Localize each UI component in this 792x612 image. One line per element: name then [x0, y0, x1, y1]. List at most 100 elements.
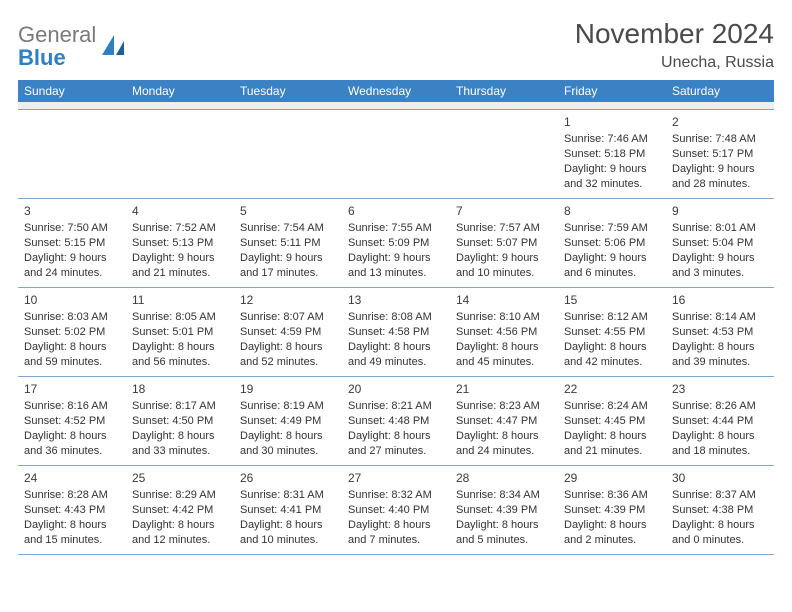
day-cell: 29Sunrise: 8:36 AMSunset: 4:39 PMDayligh… [558, 466, 666, 554]
day-cell: 14Sunrise: 8:10 AMSunset: 4:56 PMDayligh… [450, 288, 558, 376]
sunrise-line: Sunrise: 8:28 AM [24, 488, 120, 503]
sunrise-line: Sunrise: 7:52 AM [132, 221, 228, 236]
sunrise-line: Sunrise: 8:36 AM [564, 488, 660, 503]
sunrise-line: Sunrise: 8:34 AM [456, 488, 552, 503]
sunrise-line: Sunrise: 8:03 AM [24, 310, 120, 325]
location: Unecha, Russia [575, 54, 774, 72]
day-cell: 10Sunrise: 8:03 AMSunset: 5:02 PMDayligh… [18, 288, 126, 376]
sunset-line: Sunset: 4:55 PM [564, 325, 660, 340]
daylight-line: Daylight: 8 hours and 56 minutes. [132, 340, 228, 370]
day-cell: 3Sunrise: 7:50 AMSunset: 5:15 PMDaylight… [18, 199, 126, 287]
sunset-line: Sunset: 5:02 PM [24, 325, 120, 340]
day-cell: 23Sunrise: 8:26 AMSunset: 4:44 PMDayligh… [666, 377, 774, 465]
sunrise-line: Sunrise: 8:01 AM [672, 221, 768, 236]
day-cell: 17 Sunrise: 8:16 AMSunset: 4:52 PMDayligh… [18, 377, 126, 465]
sunrise-line: Sunrise: 7:54 AM [240, 221, 336, 236]
daylight-line: Daylight: 8 hours and 0 minutes. [672, 518, 768, 548]
day-cell: 6Sunrise: 7:55 AMSunset: 5:09 PMDaylight… [342, 199, 450, 287]
day-cell: 19Sunrise: 8:19 AMSunset: 4:49 PMDayligh… [234, 377, 342, 465]
sunset-line: Sunset: 4:42 PM [132, 503, 228, 518]
calendar-page: General Blue November 2024 Unecha, Russi… [0, 0, 792, 565]
sunset-line: Sunset: 4:56 PM [456, 325, 552, 340]
sunrise-line: Sunrise: 8:05 AM [132, 310, 228, 325]
sunrise-line: Sunrise: 8:12 AM [564, 310, 660, 325]
sunrise-line: Sunrise: 8:32 AM [348, 488, 444, 503]
daylight-line: Daylight: 8 hours and 30 minutes. [240, 429, 336, 459]
header-spacer [18, 102, 774, 110]
day-cell: 8Sunrise: 7:59 AMSunset: 5:06 PMDaylight… [558, 199, 666, 287]
daylight-line: Daylight: 8 hours and 21 minutes. [564, 429, 660, 459]
day-number: 1 [564, 114, 660, 130]
day-number: 4 [132, 203, 228, 219]
sunset-line: Sunset: 4:47 PM [456, 414, 552, 429]
sunset-line: Sunset: 4:39 PM [456, 503, 552, 518]
day-cell: 21Sunrise: 8:23 AMSunset: 4:47 PMDayligh… [450, 377, 558, 465]
daylight-line: Daylight: 8 hours and 52 minutes. [240, 340, 336, 370]
sunrise-line: Sunrise: 8:08 AM [348, 310, 444, 325]
day-number: 24 [24, 470, 120, 486]
sunset-line: Sunset: 4:53 PM [672, 325, 768, 340]
sunset-line: Sunset: 4:52 PM [24, 414, 120, 429]
week-row: 1Sunrise: 7:46 AMSunset: 5:18 PMDaylight… [18, 110, 774, 199]
day-cell: 11Sunrise: 8:05 AMSunset: 5:01 PMDayligh… [126, 288, 234, 376]
day-number: 18 [132, 381, 228, 397]
empty-cell [18, 110, 126, 198]
day-cell: 24Sunrise: 8:28 AMSunset: 4:43 PMDayligh… [18, 466, 126, 554]
day-number: 16 [672, 292, 768, 308]
day-number: 10 [24, 292, 120, 308]
sunset-line: Sunset: 4:38 PM [672, 503, 768, 518]
weekday-header: Monday [126, 80, 234, 102]
sunrise-line: Sunrise: 7:59 AM [564, 221, 660, 236]
day-cell: 9Sunrise: 8:01 AMSunset: 5:04 PMDaylight… [666, 199, 774, 287]
sunset-line: Sunset: 4:58 PM [348, 325, 444, 340]
daylight-line: Daylight: 8 hours and 24 minutes. [456, 429, 552, 459]
daylight-line: Daylight: 8 hours and 7 minutes. [348, 518, 444, 548]
sunset-line: Sunset: 5:17 PM [672, 147, 768, 162]
sunrise-line: Sunrise: 7:46 AM [564, 132, 660, 147]
day-number: 6 [348, 203, 444, 219]
sunset-line: Sunset: 4:43 PM [24, 503, 120, 518]
weeks-container: 1Sunrise: 7:46 AMSunset: 5:18 PMDaylight… [18, 110, 774, 555]
day-number: 13 [348, 292, 444, 308]
sunrise-line: Sunrise: 7:50 AM [24, 221, 120, 236]
sunset-line: Sunset: 4:40 PM [348, 503, 444, 518]
day-number: 14 [456, 292, 552, 308]
brand-part1: General [18, 22, 96, 47]
day-number: 8 [564, 203, 660, 219]
sunset-line: Sunset: 5:15 PM [24, 236, 120, 251]
day-number: 22 [564, 381, 660, 397]
day-number: 5 [240, 203, 336, 219]
day-number: 30 [672, 470, 768, 486]
sunrise-line: Sunrise: 7:57 AM [456, 221, 552, 236]
day-number: 23 [672, 381, 768, 397]
day-cell: 4Sunrise: 7:52 AMSunset: 5:13 PMDaylight… [126, 199, 234, 287]
sunset-line: Sunset: 4:48 PM [348, 414, 444, 429]
day-cell: 7Sunrise: 7:57 AMSunset: 5:07 PMDaylight… [450, 199, 558, 287]
sunrise-line: Sunrise: 8:26 AM [672, 399, 768, 414]
sunset-line: Sunset: 5:04 PM [672, 236, 768, 251]
day-cell: 12Sunrise: 8:07 AMSunset: 4:59 PMDayligh… [234, 288, 342, 376]
sunset-line: Sunset: 4:49 PM [240, 414, 336, 429]
daylight-line: Daylight: 8 hours and 39 minutes. [672, 340, 768, 370]
brand-part2: Blue [18, 45, 66, 70]
weekday-header: Tuesday [234, 80, 342, 102]
sunrise-line: Sunrise: 7:48 AM [672, 132, 768, 147]
sunset-line: Sunset: 5:01 PM [132, 325, 228, 340]
weekday-header: Friday [558, 80, 666, 102]
day-cell: 27Sunrise: 8:32 AMSunset: 4:40 PMDayligh… [342, 466, 450, 554]
sunset-line: Sunset: 4:44 PM [672, 414, 768, 429]
day-number: 17 [24, 381, 120, 397]
sunset-line: Sunset: 5:06 PM [564, 236, 660, 251]
day-number: 21 [456, 381, 552, 397]
daylight-line: Daylight: 8 hours and 36 minutes. [24, 429, 120, 459]
sunset-line: Sunset: 5:11 PM [240, 236, 336, 251]
week-row: 10 Sunrise: 8:03 AMSunset: 5:02 PM Dayligh… [18, 288, 774, 377]
sunrise-line: Sunrise: 8:24 AM [564, 399, 660, 414]
daylight-line: Daylight: 9 hours and 10 minutes. [456, 251, 552, 281]
week-row: 3Sunrise: 7:50 AMSunset: 5:15 PMDaylight… [18, 199, 774, 288]
sail-icon [100, 33, 126, 62]
daylight-line: Daylight: 8 hours and 27 minutes. [348, 429, 444, 459]
sunrise-line: Sunrise: 8:10 AM [456, 310, 552, 325]
sunrise-line: Sunrise: 8:16 AM [24, 399, 120, 414]
day-number: 26 [240, 470, 336, 486]
